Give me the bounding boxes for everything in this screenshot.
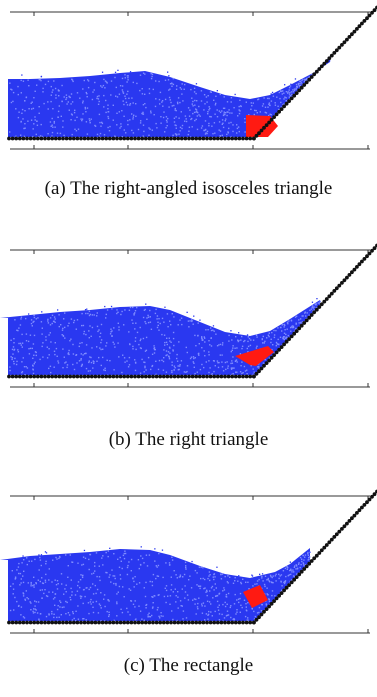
obstacle (243, 585, 268, 608)
simulation-plot-a (0, 5, 377, 150)
caption-a: (a) The right-angled isosceles triangle (44, 178, 333, 199)
boundary-particles (7, 489, 377, 625)
fluid-particles (9, 298, 321, 377)
caption-b: (b) The right triangle (108, 429, 269, 450)
obstacle (235, 346, 274, 366)
panel-b (0, 238, 377, 400)
fluid-body (0, 56, 330, 137)
boundary-particles (7, 5, 377, 141)
caption-c: (c) The rectangle (123, 655, 254, 676)
fluid-body (0, 300, 320, 375)
simulation-plot-c (0, 489, 377, 634)
boundary-particles (7, 243, 377, 379)
fluid-particles (9, 60, 331, 139)
fluid-body (0, 548, 310, 621)
panel-a (0, 0, 377, 162)
simulation-plot-b (0, 243, 377, 388)
panel-c (0, 484, 377, 646)
